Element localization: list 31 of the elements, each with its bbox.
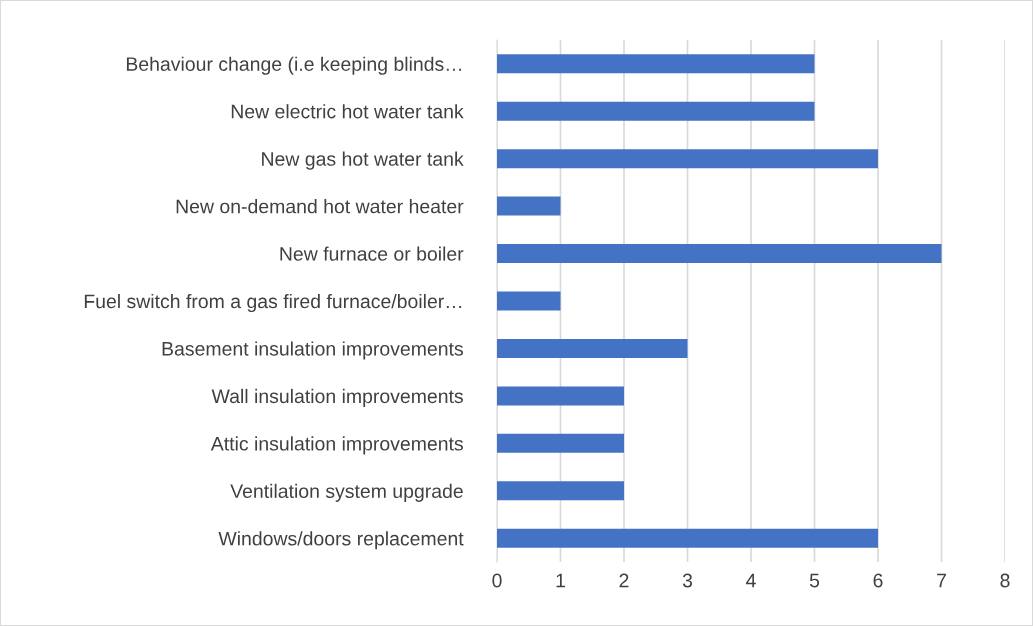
bar bbox=[497, 101, 815, 121]
bar bbox=[497, 149, 878, 169]
x-tick-label: 0 bbox=[492, 573, 502, 588]
y-tick-label: Attic insulation improvements bbox=[210, 436, 463, 455]
bar bbox=[497, 433, 624, 453]
y-tick-label: New furnace or boiler bbox=[280, 246, 464, 261]
x-tick-label: 1 bbox=[556, 573, 565, 588]
bar bbox=[497, 386, 624, 406]
x-tick-label: 6 bbox=[873, 573, 883, 588]
y-tick-label: Basement insulation improvements bbox=[162, 341, 463, 360]
x-tick-label: 4 bbox=[746, 573, 756, 588]
y-tick-label: Behaviour change (i.e keeping blinds… bbox=[126, 56, 462, 75]
y-tick-label: Ventilation system upgrade bbox=[230, 483, 463, 502]
y-tick-label: New electric hot water tank bbox=[231, 104, 464, 119]
x-tick-label: 8 bbox=[1000, 573, 1010, 588]
bar bbox=[497, 528, 878, 548]
x-tick-label: 7 bbox=[937, 573, 946, 588]
y-tick-label: Windows/doors replacement bbox=[218, 531, 464, 550]
bar bbox=[497, 54, 815, 74]
y-tick-label: Fuel switch from a gas fired furnace/boiler… bbox=[84, 293, 462, 313]
bar bbox=[497, 481, 624, 501]
x-tick-label: 3 bbox=[682, 573, 693, 588]
y-tick-label: New gas hot water tank bbox=[262, 151, 464, 170]
x-tick-label: 2 bbox=[619, 573, 629, 588]
bar bbox=[497, 196, 561, 216]
bar bbox=[497, 244, 942, 264]
bar bbox=[497, 338, 688, 358]
x-tick-label: 5 bbox=[809, 573, 820, 588]
y-tick-label: Wall insulation improvements bbox=[211, 388, 463, 407]
y-tick-label: New on-demand hot water heater bbox=[176, 199, 464, 214]
bar bbox=[497, 291, 561, 311]
